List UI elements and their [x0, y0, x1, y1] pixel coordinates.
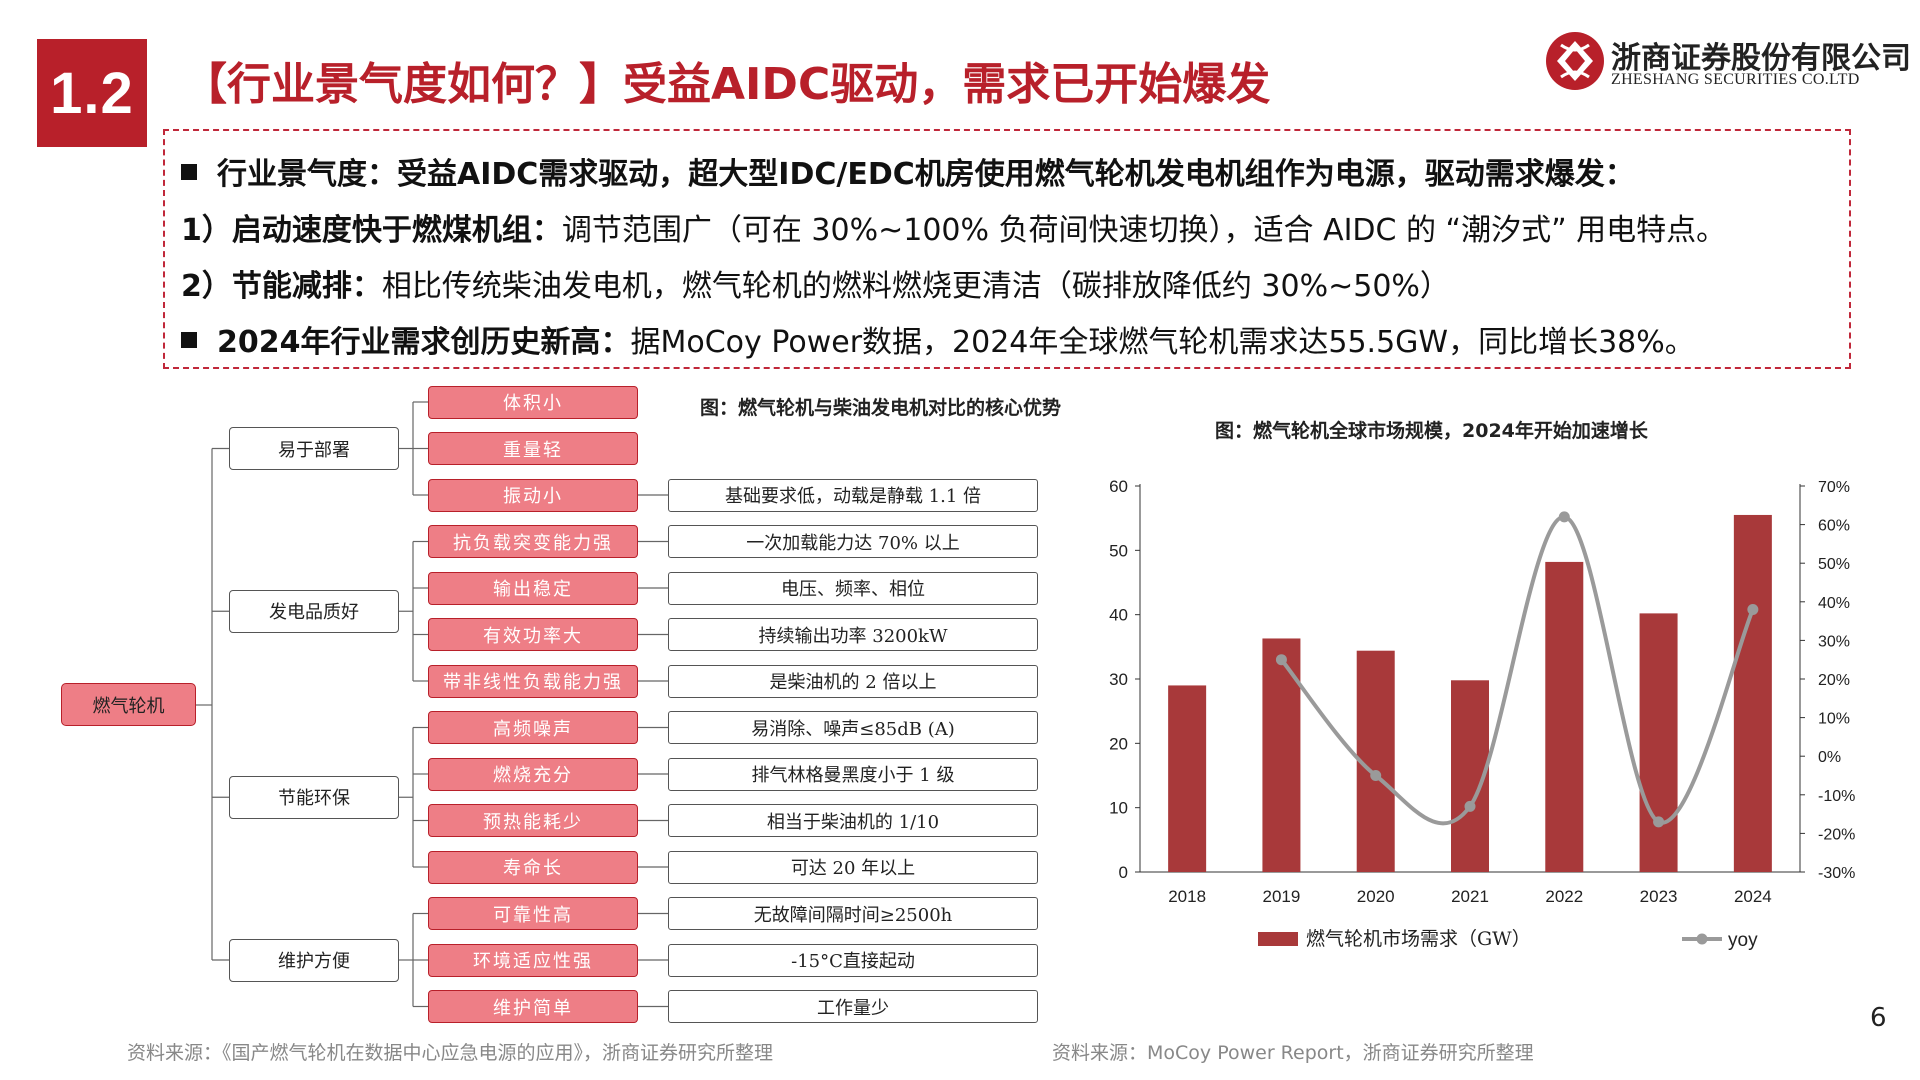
bar — [1262, 638, 1301, 872]
summary-text: 据MoCoy Power数据，2024年全球燃气轮机需求达55.5GW，同比增长… — [630, 325, 1695, 360]
left-tick-label: 20 — [1109, 734, 1128, 753]
yoy-line — [1279, 514, 1755, 826]
market-size-chart: 0 10 20 30 40 50 60 -30% -20% -10% 0% 10% 20% 30% 40% 5… — [1109, 477, 1855, 951]
summary-box: 行业景气度：受益AIDC需求驱动，超大型IDC/EDC机房使用燃气轮机发电机组作… — [163, 129, 1851, 369]
right-tick-label: 20% — [1818, 672, 1850, 689]
company-logo: 浙商证券股份有限公司 ZHESHANG SECURITIES CO.LTD — [1545, 31, 1911, 91]
feature-node: 燃烧充分 — [428, 757, 638, 791]
bar — [1639, 613, 1678, 872]
tree-figure-caption: 图：燃气轮机与柴油发电机对比的核心优势 — [700, 397, 1062, 419]
category-node: 维护方便 — [229, 938, 399, 982]
feature-node: 有效功率大 — [428, 618, 638, 651]
feature-node: 振动小 — [428, 478, 638, 512]
feature-node: 寿命长 — [428, 850, 638, 884]
right-tick-label: -20% — [1818, 826, 1855, 843]
x-tick-label: 2023 — [1640, 887, 1678, 906]
x-tick-label: 2020 — [1357, 887, 1395, 906]
right-tick-label: 70% — [1818, 479, 1850, 496]
feature-node: 抗负载突变能力强 — [428, 525, 638, 558]
x-tick-label: 2022 — [1545, 887, 1583, 906]
x-tick-label: 2024 — [1734, 887, 1772, 906]
square-bullet-icon — [181, 332, 197, 348]
bar — [1733, 514, 1772, 872]
bar — [1545, 561, 1584, 872]
yoy-point — [1464, 800, 1476, 812]
x-tick-label: 2019 — [1263, 887, 1301, 906]
left-tick-label: 10 — [1109, 799, 1128, 818]
chart-figure-caption: 图：燃气轮机全球市场规模，2024年开始加速增长 — [1215, 420, 1648, 442]
x-tick-label: 2018 — [1168, 887, 1206, 906]
feature-desc-node: 无故障间隔时间≥2500h — [668, 897, 1038, 930]
feature-node: 带非线性负载能力强 — [428, 664, 638, 698]
summary-text: 调节范围广（可在 30%~100% 负荷间快速切换），适合 AIDC 的 “潮汐… — [561, 213, 1727, 248]
legend-swatch-bar — [1258, 932, 1298, 946]
square-bullet-icon — [181, 164, 197, 180]
left-tick-label: 60 — [1109, 477, 1128, 496]
chart-source-note: 资料来源：MoCoy Power Report，浙商证券研究所整理 — [1052, 1042, 1534, 1064]
right-tick-label: 50% — [1818, 556, 1850, 573]
yoy-point — [1275, 654, 1287, 666]
logo-company-name-en: ZHESHANG SECURITIES CO.LTD — [1611, 71, 1860, 88]
feature-node: 重量轻 — [428, 432, 638, 465]
feature-desc-node: -15°C直接起动 — [668, 943, 1038, 977]
logo-company-name-cn: 浙商证券股份有限公司 — [1611, 41, 1911, 76]
left-tick-label: 0 — [1119, 863, 1128, 882]
feature-desc-node: 持续输出功率 3200kW — [668, 618, 1038, 651]
summary-text: 相比传统柴油发电机，燃气轮机的燃料燃烧更清洁（碳排放降低约 30%~50%） — [381, 269, 1450, 304]
category-node: 节能环保 — [229, 775, 399, 819]
summary-line-1: 行业景气度：受益AIDC需求驱动，超大型IDC/EDC机房使用燃气轮机发电机组作… — [181, 149, 1635, 193]
legend-label-bar: 燃气轮机市场需求（GW） — [1306, 928, 1531, 950]
left-tick-label: 30 — [1109, 670, 1128, 689]
right-tick-label: 30% — [1818, 633, 1850, 650]
section-number-badge: 1.2 — [37, 39, 147, 147]
summary-lead: 2024年行业需求创历史新高： — [217, 325, 631, 360]
legend-swatch-point — [1696, 933, 1708, 945]
summary-lead: 2）节能减排： — [181, 269, 382, 304]
tree-root-node: 燃气轮机 — [61, 683, 196, 726]
page-number: 6 — [1870, 1003, 1887, 1033]
feature-node: 预热能耗少 — [428, 804, 638, 837]
right-tick-label: -10% — [1818, 788, 1855, 805]
left-tick-label: 50 — [1109, 541, 1128, 560]
page-title: 【行业景气度如何？】受益AIDC驱动，需求已开始爆发 — [183, 59, 1271, 110]
feature-node: 可靠性高 — [428, 897, 638, 930]
feature-node: 维护简单 — [428, 990, 638, 1023]
feature-node: 输出稳定 — [428, 571, 638, 605]
legend-label-line: yoy — [1728, 930, 1758, 951]
yoy-point — [1653, 816, 1665, 828]
summary-line-3: 2）节能减排：相比传统柴油发电机，燃气轮机的燃料燃烧更清洁（碳排放降低约 30%… — [181, 261, 1450, 305]
feature-desc-node: 排气林格曼黑度小于 1 级 — [668, 757, 1038, 791]
feature-desc-node: 相当于柴油机的 1/10 — [668, 804, 1038, 837]
zheshang-logo-icon — [1546, 32, 1604, 90]
right-tick-label: 40% — [1818, 595, 1850, 612]
category-node: 发电品质好 — [229, 589, 399, 633]
feature-desc-node: 是柴油机的 2 倍以上 — [668, 664, 1038, 698]
feature-node: 高频噪声 — [428, 711, 638, 744]
feature-node: 体积小 — [428, 385, 638, 419]
tree-source-note: 资料来源：《国产燃气轮机在数据中心应急电源的应用》，浙商证券研究所整理 — [127, 1042, 774, 1064]
summary-line-2: 1）启动速度快于燃煤机组：调节范围广（可在 30%~100% 负荷间快速切换），… — [181, 205, 1726, 249]
yoy-point — [1370, 770, 1382, 781]
right-tick-label: 60% — [1818, 518, 1850, 535]
feature-desc-node: 可达 20 年以上 — [668, 850, 1038, 884]
right-tick-label: 10% — [1818, 711, 1850, 728]
feature-desc-node: 电压、频率、相位 — [668, 571, 1038, 605]
right-tick-label: -30% — [1818, 865, 1855, 882]
tree-connector-lines — [196, 401, 668, 1008]
summary-lead: 1）启动速度快于燃煤机组： — [181, 213, 562, 248]
summary-lead: 行业景气度：受益AIDC需求驱动，超大型IDC/EDC机房使用燃气轮机发电机组作… — [217, 157, 1635, 192]
feature-desc-node: 一次加载能力达 70% 以上 — [668, 525, 1038, 558]
yoy-point — [1558, 511, 1570, 523]
feature-node: 环境适应性强 — [428, 943, 638, 977]
feature-desc-node: 基础要求低，动载是静载 1.1 倍 — [668, 478, 1038, 512]
left-tick-label: 40 — [1109, 606, 1128, 625]
x-tick-label: 2021 — [1451, 887, 1489, 906]
yoy-point — [1747, 604, 1759, 616]
category-node: 易于部署 — [229, 427, 399, 470]
feature-desc-node: 工作量少 — [668, 990, 1038, 1023]
feature-desc-node: 易消除、噪声≤85dB (A) — [668, 711, 1038, 744]
bar — [1168, 685, 1207, 872]
right-tick-label: 0% — [1818, 749, 1841, 766]
summary-line-4: 2024年行业需求创历史新高：据MoCoy Power数据，2024年全球燃气轮… — [181, 317, 1695, 361]
